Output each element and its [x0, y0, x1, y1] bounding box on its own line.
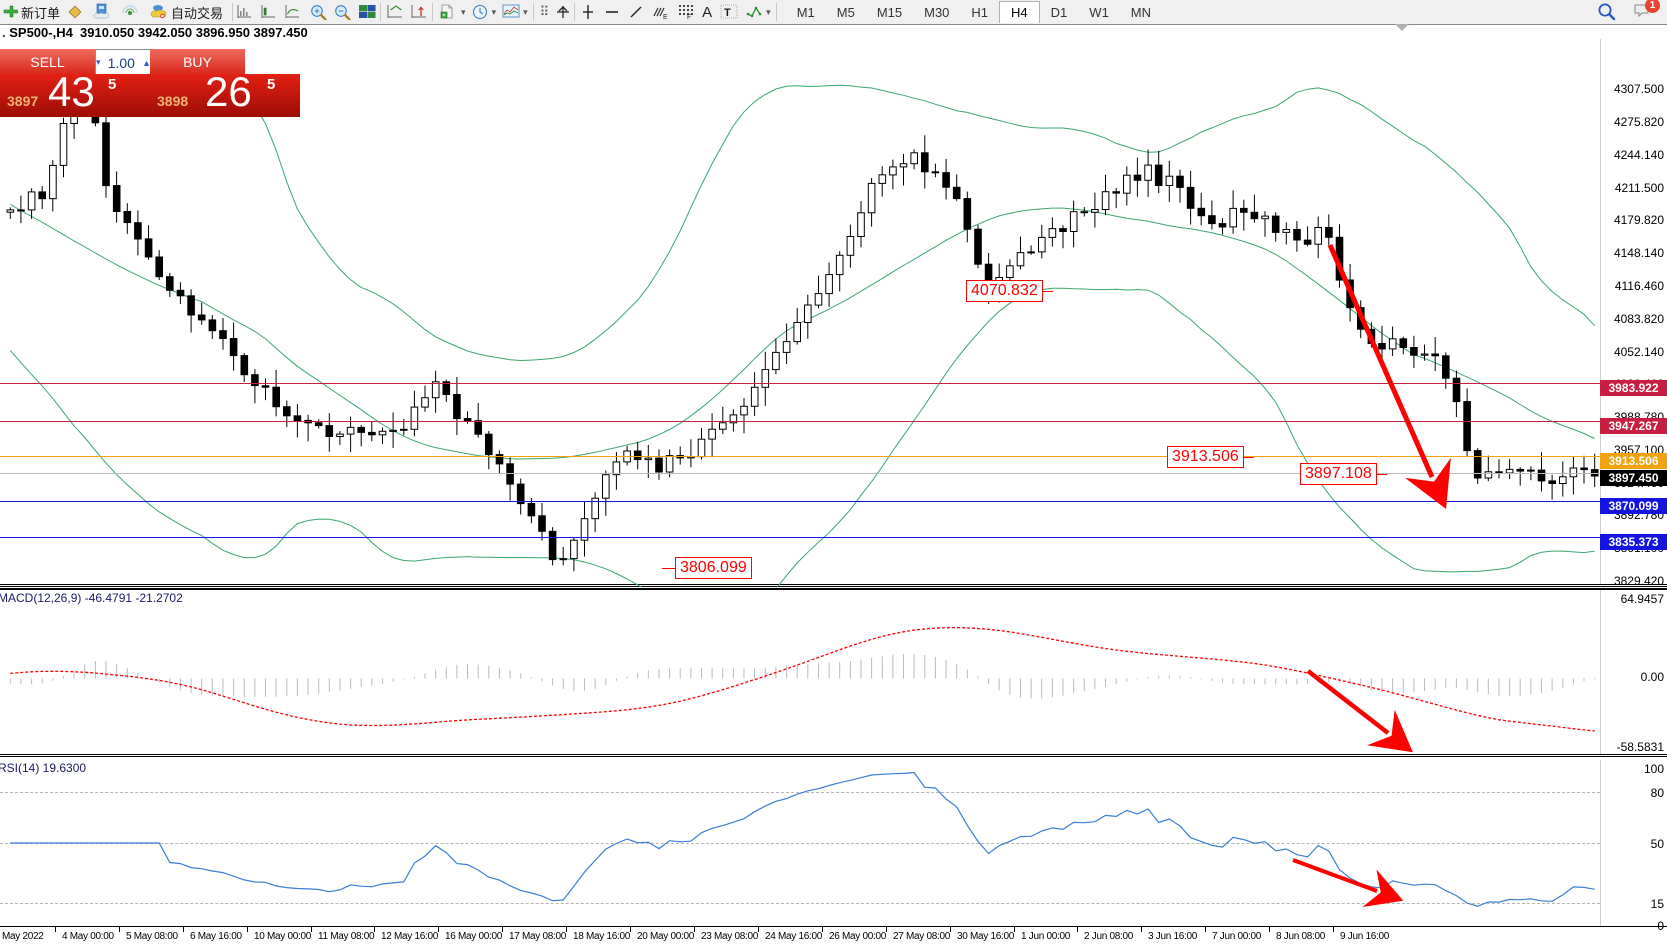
svg-text:T: T: [724, 7, 731, 19]
svg-text:E: E: [663, 14, 668, 20]
svg-text:F: F: [687, 14, 691, 20]
